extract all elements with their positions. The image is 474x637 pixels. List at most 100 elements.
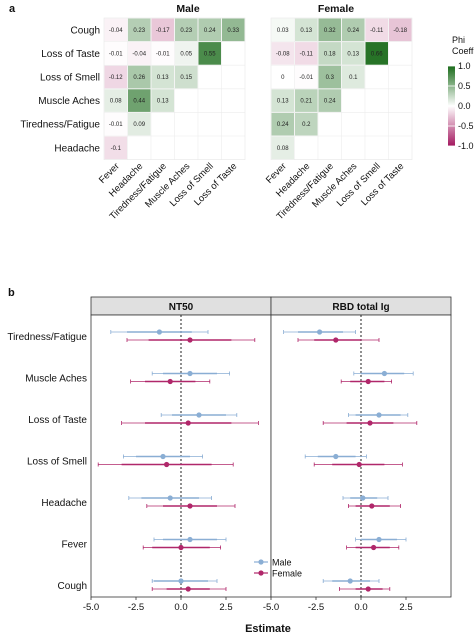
heatmap-cell bbox=[175, 18, 198, 42]
heatmap-cell bbox=[318, 18, 341, 42]
heatmap-cell bbox=[104, 112, 127, 136]
x-tick-label: -2.5 bbox=[308, 602, 324, 613]
cell-value: 0.09 bbox=[133, 122, 145, 128]
heatmap-cell bbox=[295, 42, 318, 65]
category-label: Tiredness/Fatigue bbox=[7, 332, 87, 343]
category-label: Headache bbox=[41, 498, 87, 509]
estimate-point bbox=[317, 329, 323, 335]
cell-value: -0.04 bbox=[132, 51, 146, 57]
estimate-point bbox=[167, 378, 173, 385]
x-tick-label: 0.0 bbox=[174, 602, 187, 613]
cell-value: 0.24 bbox=[204, 28, 216, 34]
estimate-point bbox=[356, 461, 362, 468]
category-label: Fever bbox=[61, 540, 87, 551]
heatmap-cell bbox=[295, 89, 318, 112]
estimate-point bbox=[156, 329, 162, 335]
cell-value: 0.03 bbox=[277, 28, 289, 34]
cell-value: -0.01 bbox=[299, 75, 313, 81]
estimate-point bbox=[347, 578, 353, 584]
cell-value: -0.01 bbox=[109, 51, 123, 57]
female-heatmap-title: Female bbox=[318, 3, 354, 15]
facet-strip-title: NT50 bbox=[169, 302, 194, 313]
cell-value: -0.12 bbox=[109, 75, 123, 81]
category-label: Cough bbox=[58, 581, 87, 592]
estimate-point bbox=[360, 495, 366, 501]
legend-tick-label: 0.0 bbox=[458, 101, 471, 111]
cell-value: -0.08 bbox=[276, 51, 290, 57]
row-label: Muscle Aches bbox=[38, 96, 100, 107]
cell-value: -0.01 bbox=[109, 122, 123, 128]
x-tick-label: 2.5 bbox=[219, 602, 232, 613]
heatmap-cell bbox=[271, 42, 294, 65]
x-tick-label: 0.0 bbox=[354, 602, 367, 613]
legend-tick-label: -0.5 bbox=[458, 121, 474, 131]
heatmap-cell bbox=[104, 18, 127, 42]
row-label: Loss of Smell bbox=[40, 73, 100, 84]
cell-value: -0.01 bbox=[156, 51, 170, 57]
heatmap-cell bbox=[222, 18, 245, 42]
heatmap-cell bbox=[151, 42, 174, 65]
estimate-point bbox=[381, 370, 387, 377]
heatmap-cell bbox=[389, 18, 412, 42]
heatmap-cell bbox=[318, 42, 341, 65]
male-heatmap: -0.04 0.23 -0.17 0.23 0.24 0.33 Cough -0.01 -0.0… bbox=[20, 17, 246, 222]
heatmap-cell bbox=[271, 112, 294, 136]
estimate-point bbox=[333, 337, 339, 343]
cell-value: 0.26 bbox=[133, 75, 145, 81]
estimate-point bbox=[371, 544, 377, 551]
estimate-point bbox=[196, 412, 202, 418]
male-heatmap-title: Male bbox=[176, 3, 200, 15]
estimate-point bbox=[369, 503, 375, 509]
row-label: Headache bbox=[54, 143, 100, 154]
legend-tick-label: -1.0 bbox=[458, 141, 474, 151]
cell-value: 0.08 bbox=[277, 146, 289, 152]
cell-value: -0.17 bbox=[156, 28, 170, 34]
cell-value: 0.3 bbox=[326, 75, 335, 81]
cell-value: 0.32 bbox=[324, 28, 336, 34]
legend-title-line2: Coefficient bbox=[452, 46, 474, 56]
estimate-point bbox=[376, 536, 382, 543]
heatmap-cell bbox=[104, 65, 127, 89]
cell-value: -0.04 bbox=[109, 28, 123, 34]
heatmap-cell bbox=[151, 65, 174, 89]
estimate-point bbox=[187, 337, 193, 343]
category-label: Loss of Smell bbox=[27, 457, 87, 468]
legend-label: Female bbox=[272, 569, 302, 579]
cell-value: 0.15 bbox=[180, 75, 192, 81]
cell-value: 0.1 bbox=[349, 75, 358, 81]
female-heatmap: 0.03 0.13 0.32 0.24 -0.11 -0.18 -0.08 -0.11 0.18… bbox=[264, 17, 413, 222]
cell-value: 0.18 bbox=[324, 51, 336, 57]
heatmap-cell bbox=[175, 42, 198, 65]
estimate-point bbox=[187, 503, 193, 509]
legend-tick-label: 0.5 bbox=[458, 81, 471, 91]
cell-value: -0.18 bbox=[393, 28, 407, 34]
phi-coefficient-legend: Phi Coefficient 1.0 0.5 0.0 -0.5 -1.0 bbox=[448, 35, 474, 151]
category-label: Muscle Aches bbox=[25, 374, 87, 385]
forest-plot-rbd: RBD total Ig -5.0 -2.5 0.0 2.5 bbox=[263, 296, 452, 613]
cell-value: 0.05 bbox=[180, 51, 192, 57]
heatmap-cell bbox=[128, 18, 151, 42]
cell-value: 0.21 bbox=[300, 99, 312, 105]
cell-value: 0.33 bbox=[227, 28, 239, 34]
cell-value: 0.24 bbox=[324, 99, 336, 105]
heatmap-cell bbox=[342, 42, 365, 65]
heatmap-cell bbox=[104, 42, 127, 65]
estimate-point bbox=[376, 412, 382, 418]
cell-value: 0.24 bbox=[347, 28, 359, 34]
cell-value: 0.13 bbox=[157, 75, 169, 81]
legend-marker bbox=[258, 570, 264, 576]
heatmap-cell bbox=[128, 89, 151, 112]
cell-value: 0.13 bbox=[300, 28, 312, 34]
heatmap-cell bbox=[151, 18, 174, 42]
cell-value: 0.13 bbox=[347, 51, 359, 57]
legend-tick-label: 1.0 bbox=[458, 61, 471, 71]
cell-value: 0.13 bbox=[277, 99, 289, 105]
heatmap-cell bbox=[198, 42, 221, 65]
heatmap-cell bbox=[151, 89, 174, 112]
heatmap-cell bbox=[128, 112, 151, 136]
category-label: Loss of Taste bbox=[28, 415, 87, 426]
heatmap-cell bbox=[365, 18, 388, 42]
cell-value: -0.1 bbox=[111, 146, 122, 152]
heatmap-cell bbox=[128, 42, 151, 65]
